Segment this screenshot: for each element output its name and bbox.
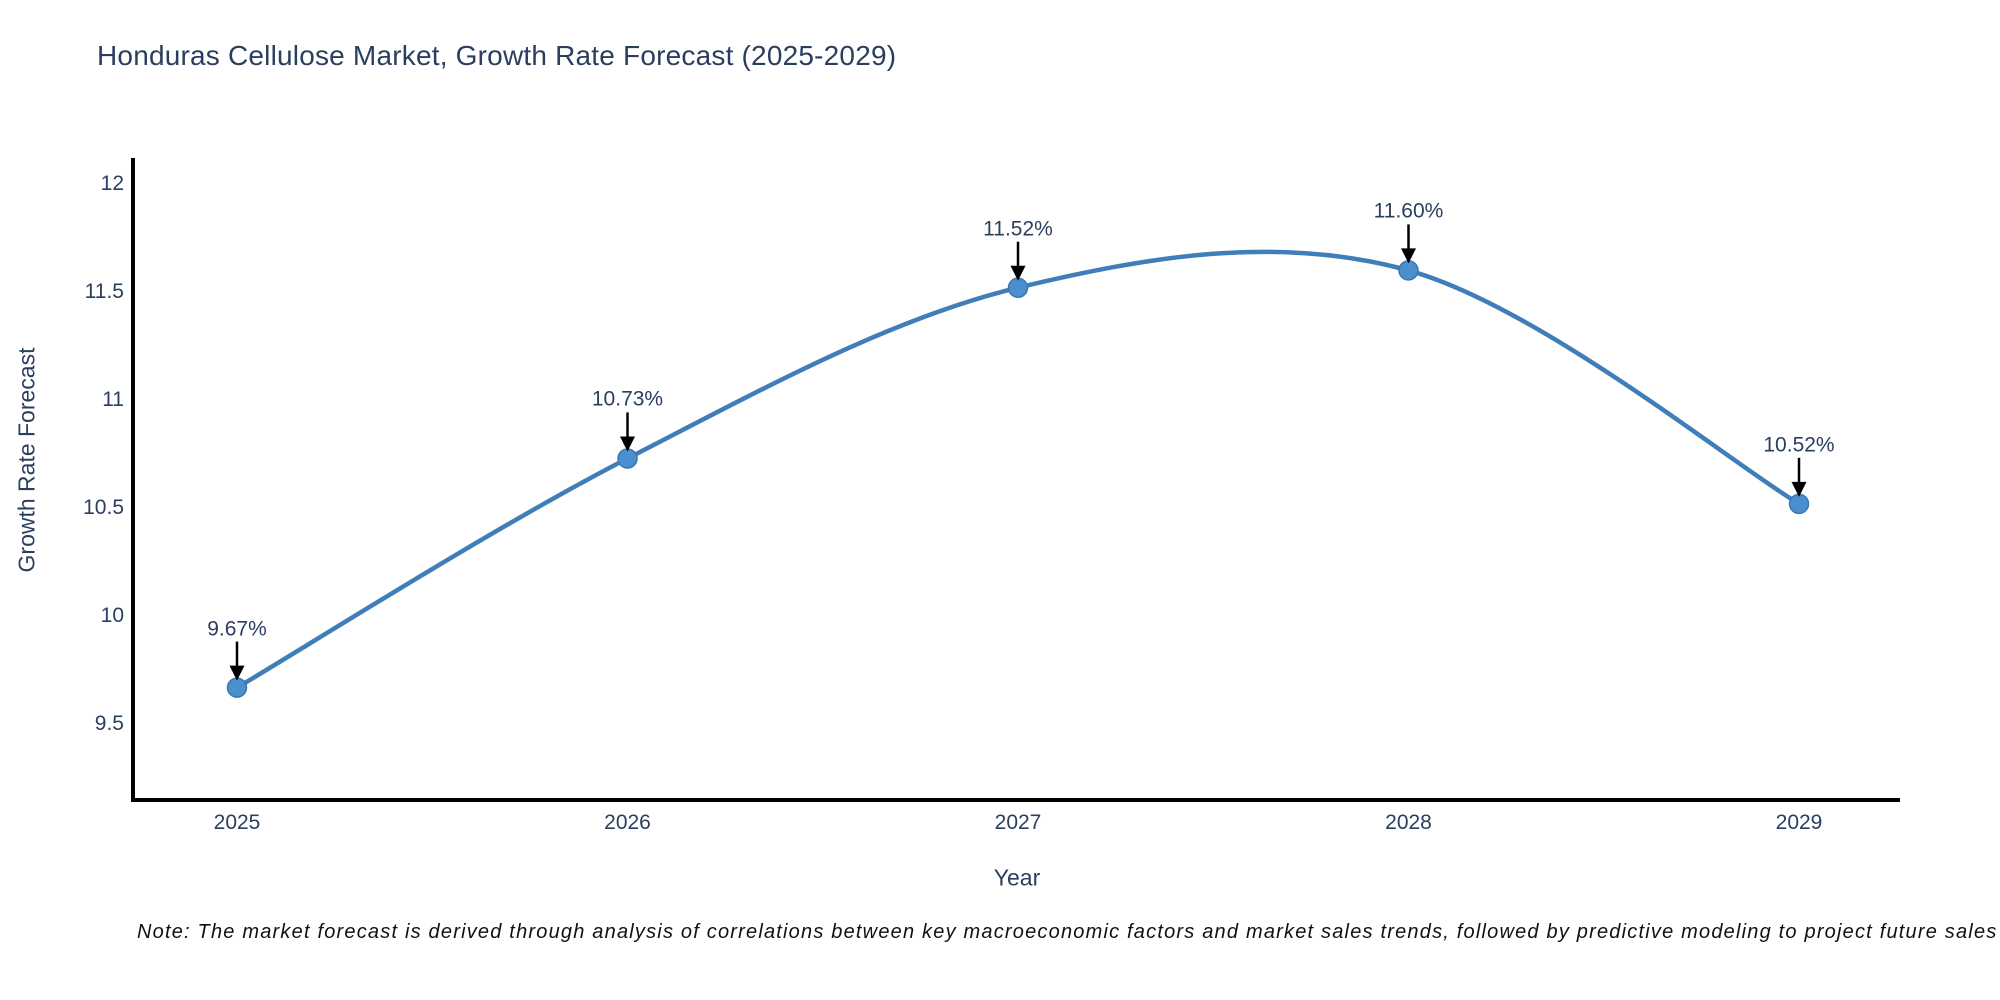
data-point-2027[interactable] (1007, 277, 1029, 298)
annotation-arrow-head (229, 665, 245, 681)
y-tick-label: 12 (100, 171, 124, 195)
x-tick-label: 2028 (1385, 811, 1432, 834)
annotation-arrow-head (620, 436, 635, 452)
chart-title: Honduras Cellulose Market, Growth Rate F… (97, 40, 897, 71)
axis-lines (131, 158, 1900, 802)
point-value-label: 11.52% (983, 217, 1053, 241)
point-value-label: 11.60% (1373, 199, 1444, 223)
point-value-label: 9.67% (207, 617, 267, 641)
forecast-line (234, 249, 1802, 690)
point-value-label: 10.52% (1763, 433, 1835, 457)
annotation-arrow-head (1010, 265, 1026, 281)
data-point-2026[interactable] (617, 448, 638, 469)
y-tick-label: 10 (100, 604, 124, 628)
y-axis-title: Growth Rate Forecast (13, 347, 40, 573)
x-tick-label: 2027 (994, 811, 1042, 834)
data-point-2028[interactable] (1398, 260, 1419, 281)
point-value-label: 10.73% (591, 387, 664, 411)
annotation-arrow-head (1791, 481, 1807, 497)
x-tick-label: 2025 (213, 811, 261, 834)
x-axis-title: Year (993, 864, 1041, 891)
y-tick-label: 11 (102, 388, 124, 412)
data-point-2029[interactable] (1788, 493, 1810, 515)
x-tick-label: 2029 (1775, 811, 1823, 834)
data-point-2025[interactable] (226, 677, 248, 698)
footnote: Note: The market forecast is derived thr… (137, 921, 1998, 943)
annotation-arrow-head (1401, 248, 1416, 264)
y-tick-label: 9.5 (94, 712, 124, 736)
y-tick-label: 11.5 (84, 280, 124, 304)
y-tick-label: 10.5 (83, 496, 124, 520)
x-tick-label: 2026 (604, 811, 651, 834)
